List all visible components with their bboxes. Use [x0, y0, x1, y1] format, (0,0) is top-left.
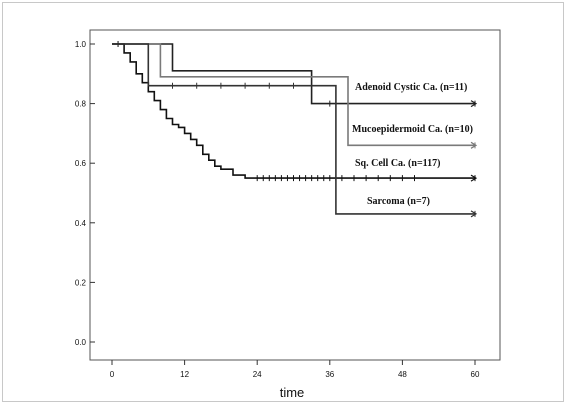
x-tick-label: 48: [398, 370, 407, 379]
series-line-sq-cell: [112, 43, 475, 179]
y-tick-label: 0.0: [75, 338, 87, 347]
series-label-sarcoma: Sarcoma (n=7): [367, 196, 430, 207]
y-tick-label: 0.4: [75, 219, 87, 228]
series-layer: [112, 41, 478, 218]
chart-frame: [2, 2, 564, 402]
y-tick-label: 0.6: [75, 159, 87, 168]
series-line-mucoepidermoid: [112, 43, 475, 147]
y-tick-label: 0.8: [75, 100, 87, 109]
x-axis-label: time: [280, 385, 305, 400]
x-tick-label: 12: [180, 370, 189, 379]
y-axis: 0.0 0.2 0.4 0.6 0.8 1.0: [75, 40, 95, 347]
x-tick-label: 0: [110, 370, 115, 379]
series-line-sarcoma: [112, 43, 475, 215]
x-tick-label: 36: [325, 370, 334, 379]
series-end-arrow-sq-cell: [470, 174, 478, 182]
y-tick-label: 0.2: [75, 278, 87, 287]
series-label-sq-cell: Sq. Cell Ca. (n=117): [355, 158, 440, 169]
series-line-adenoid-cystic: [112, 43, 475, 105]
series-label-adenoid-cystic: Adenoid Cystic Ca. (n=11): [355, 82, 467, 93]
x-axis: 0 12 24 36 48 60: [110, 360, 480, 379]
y-tick-label: 1.0: [75, 40, 87, 49]
x-tick-label: 24: [253, 370, 262, 379]
plot-area: [89, 29, 501, 361]
series-end-arrow-adenoid-cystic: [470, 100, 478, 108]
series-end-arrow-sarcoma: [470, 210, 478, 218]
series-label-mucoepidermoid: Mucoepidermoid Ca. (n=10): [352, 124, 473, 135]
series-end-arrow-mucoepidermoid: [470, 141, 478, 149]
series-labels: Adenoid Cystic Ca. (n=11) Mucoepidermoid…: [352, 82, 473, 207]
x-tick-label: 60: [471, 370, 480, 379]
